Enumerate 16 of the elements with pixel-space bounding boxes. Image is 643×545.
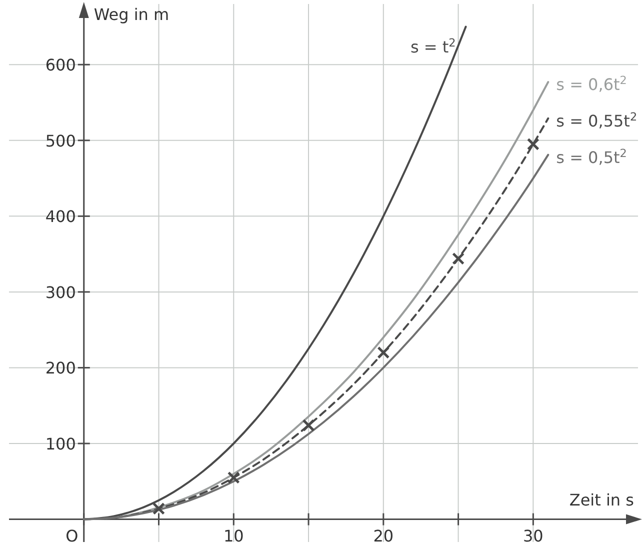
x-tick-label: O (66, 526, 78, 545)
y-tick-label: 600 (45, 56, 76, 75)
x-tick-label: 30 (522, 526, 544, 545)
x-tick-label: 10 (223, 526, 244, 545)
series-label: s = 0,55t$^{2}$ (556, 110, 638, 130)
x-axis-title: Zeit in s (569, 490, 634, 510)
x-tick-label: 20 (373, 526, 394, 545)
y-tick-label: 500 (45, 131, 76, 150)
y-tick-label: 300 (45, 282, 76, 302)
y-tick-label: 100 (45, 434, 76, 454)
series-label: s = 0,6t$^{2}$ (556, 74, 627, 94)
y-axis-title: Weg in m (94, 5, 170, 24)
y-tick-label: 200 (45, 358, 76, 378)
series-label: s = t$^{2}$ (410, 36, 456, 57)
series-label: s = 0,5t$^{2}$ (556, 146, 627, 167)
y-tick-label: 400 (45, 207, 76, 226)
